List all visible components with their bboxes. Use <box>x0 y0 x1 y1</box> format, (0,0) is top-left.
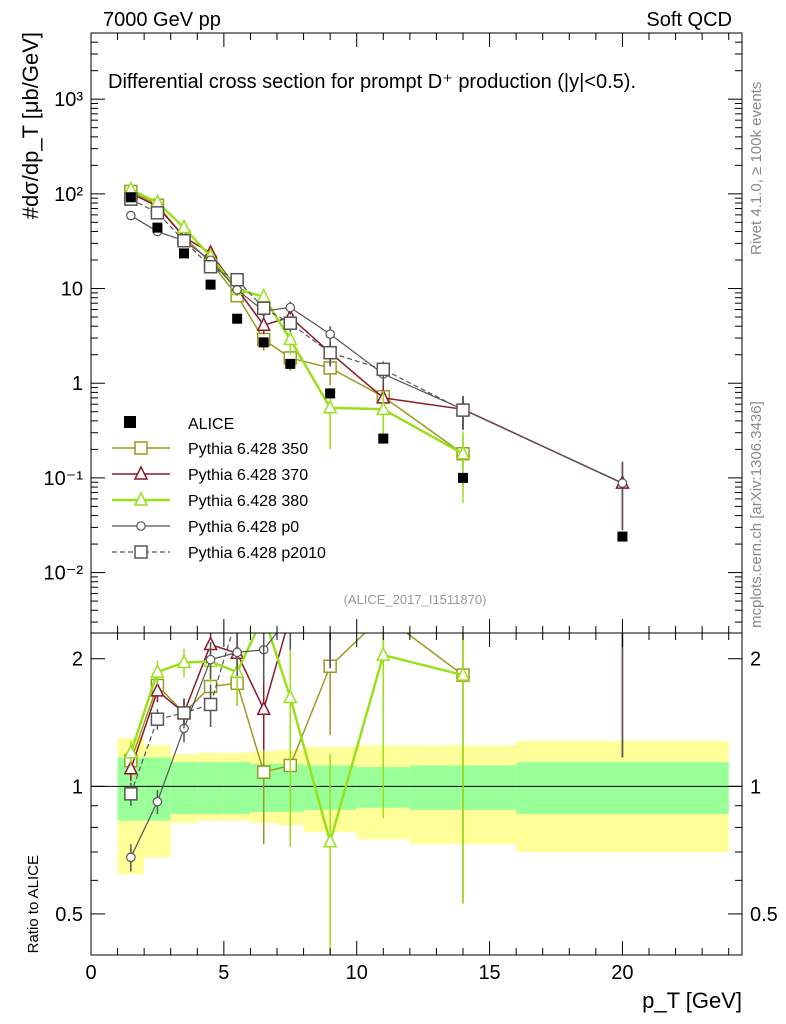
ratio-point <box>205 654 216 665</box>
process-label: Soft QCD <box>646 9 732 31</box>
y-tick-label: 10⁻² <box>44 563 84 585</box>
series-point <box>376 362 391 377</box>
series-line-4 <box>130 198 464 411</box>
series-point <box>455 445 471 460</box>
ratio-band-inner <box>197 762 224 815</box>
ratio-point <box>123 744 139 759</box>
series-point <box>322 399 338 414</box>
ratio-frame <box>90 632 743 956</box>
x-tick-label: 10 <box>346 962 368 984</box>
ratio-point <box>124 787 138 801</box>
ratio-y-tick-label: 1 <box>72 776 83 798</box>
ratio-point <box>176 653 192 669</box>
series-point <box>232 284 242 295</box>
ratio-band-inner <box>516 762 729 815</box>
ratio-y-tick-label-right: 0.5 <box>750 904 778 926</box>
series-line-2 <box>130 188 464 455</box>
ratio-point <box>322 833 338 848</box>
ratio-band-inner <box>170 762 198 815</box>
series-point <box>256 316 271 331</box>
series-point <box>323 345 337 360</box>
series-point <box>283 316 298 330</box>
legend-marker <box>134 441 148 455</box>
series-line-1 <box>130 192 623 484</box>
ratio-point <box>455 666 471 681</box>
ratio-y-tick-label-right: 2 <box>750 649 761 671</box>
legend-marker-alice <box>124 416 136 428</box>
series-point <box>230 272 244 287</box>
alice-point <box>285 358 296 369</box>
legend-marker <box>136 521 146 531</box>
alice-point <box>152 222 163 233</box>
alice-point <box>378 433 389 444</box>
ratio-line-2 <box>129 633 464 847</box>
series-point <box>617 478 628 488</box>
ratio-point <box>256 765 271 779</box>
alice-point <box>125 192 136 203</box>
ratio-point <box>376 646 391 661</box>
x-tick-label: 15 <box>478 962 500 984</box>
legend-label: Pythia 6.428 p0 <box>188 519 299 536</box>
x-tick-label: 0 <box>85 962 96 984</box>
series-point <box>177 233 191 248</box>
analysis-tag: (ALICE_2017_I1511870) <box>344 592 487 607</box>
ratio-point <box>283 688 298 704</box>
ratio-point <box>152 796 163 807</box>
ratio-band-inner <box>223 762 251 815</box>
series-point <box>285 302 296 313</box>
energy-label: 7000 GeV pp <box>103 9 221 31</box>
series-point <box>256 301 271 315</box>
alice-point <box>232 313 243 324</box>
ratio-y-tick-label: 2 <box>72 649 83 671</box>
ratio-point <box>203 697 218 712</box>
x-axis-label: p_T [GeV] <box>642 988 742 1013</box>
series-point <box>203 259 218 274</box>
ratio-y-axis-label: Ratio to ALICE <box>25 855 42 953</box>
series-point <box>283 330 298 346</box>
ratio-point <box>126 852 136 863</box>
legend-marker <box>133 491 149 506</box>
series-point <box>126 210 136 221</box>
series-point <box>176 218 192 234</box>
x-tick-label: 20 <box>611 962 633 984</box>
alice-point <box>205 279 216 290</box>
y-tick-label: 10² <box>54 184 83 206</box>
legend-label: Pythia 6.428 370 <box>188 467 308 484</box>
alice-point <box>458 472 468 483</box>
y-axis-label: #dσ/dp_T [μb/GeV] <box>18 32 43 219</box>
y-tick-label: 1 <box>72 373 83 395</box>
legend-label: Pythia 6.428 350 <box>188 441 308 458</box>
legend-label: ALICE <box>188 416 234 433</box>
alice-point <box>179 248 189 259</box>
alice-point <box>325 388 336 399</box>
top-frame <box>90 32 743 634</box>
legend-marker <box>133 465 149 480</box>
ratio-point <box>123 760 139 775</box>
ratio-point <box>150 663 165 678</box>
ratio-point <box>150 682 165 697</box>
chart-title: Differential cross section for prompt D⁺… <box>108 71 636 93</box>
y-tick-label: 10 <box>61 279 83 301</box>
ratio-y-tick-label-right: 1 <box>750 776 761 798</box>
ratio-point <box>232 647 242 658</box>
alice-point <box>258 337 269 348</box>
y-tick-label: 10³ <box>54 89 83 111</box>
series-point <box>376 400 391 416</box>
series-point <box>150 206 165 220</box>
legend-marker <box>134 545 148 559</box>
alice-point <box>617 531 628 542</box>
series-point <box>456 403 470 417</box>
ratio-point <box>177 706 191 720</box>
ratio-point <box>256 700 271 715</box>
ratio-point <box>150 712 165 726</box>
ratio-y-tick-label: 0.5 <box>55 904 83 926</box>
legend-label: Pythia 6.428 p2010 <box>188 545 326 562</box>
x-tick-label: 5 <box>218 962 229 984</box>
y-tick-label: 10⁻¹ <box>44 468 84 490</box>
legend-label: Pythia 6.428 380 <box>188 493 308 510</box>
ratio-line-4 <box>130 633 265 795</box>
series-point <box>325 329 335 339</box>
